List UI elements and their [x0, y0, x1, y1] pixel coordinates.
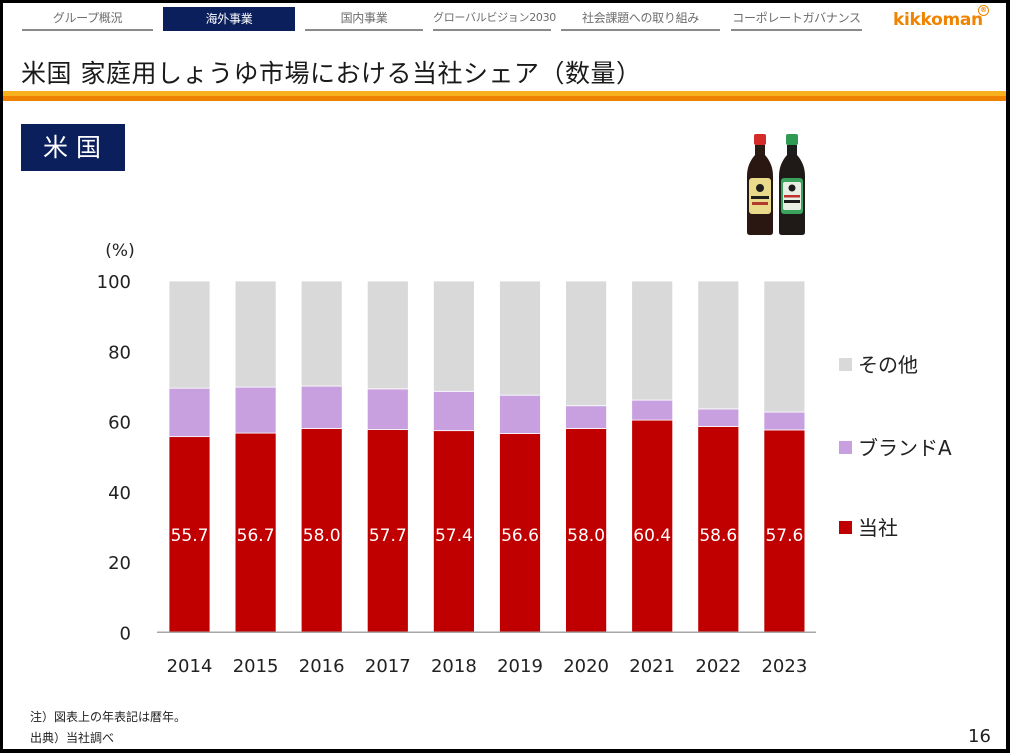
legend-label: その他 — [858, 353, 918, 377]
bar-segment-brand-a — [300, 385, 343, 429]
x-tick-label: 2020 — [563, 656, 609, 677]
legend-label: ブランドA — [858, 436, 952, 460]
region-badge: 米国 — [21, 124, 125, 171]
x-tick-label: 2014 — [167, 656, 213, 677]
legend-label: 当社 — [858, 516, 898, 540]
bar-data-label: 57.6 — [765, 526, 803, 546]
bar-segment-brand-a — [234, 386, 277, 434]
y-tick-label: 40 — [108, 483, 131, 504]
bar-segment-brand-a — [366, 388, 409, 430]
bar-segment-brand-a — [565, 405, 607, 429]
nav-tab-social-issues[interactable]: 社会課題への取り組み — [561, 7, 720, 31]
x-tick-label: 2016 — [299, 656, 345, 677]
x-tick-label: 2021 — [629, 656, 675, 677]
bar-segment-company — [631, 419, 674, 633]
footnote-note: 注）図表上の年表記は暦年。 — [30, 710, 187, 724]
bar-segment-brand-a — [168, 387, 211, 438]
bar-segment-company — [432, 430, 475, 633]
y-tick-label: 20 — [108, 553, 131, 574]
logo-registered-icon: ® — [978, 5, 989, 16]
bar-segment-brand-a — [432, 390, 475, 432]
bar-data-label: 60.4 — [633, 526, 671, 546]
bottle-green-cap — [779, 134, 805, 235]
y-tick-label: 100 — [97, 272, 131, 293]
bar-segment-company — [697, 426, 740, 633]
bar-segment-others — [432, 280, 475, 392]
bar-segment-brand-a — [763, 411, 806, 431]
bar-segment-brand-a — [499, 394, 541, 434]
bottle-red-cap — [747, 134, 773, 235]
bar-segment-company — [499, 433, 541, 633]
page-number: 16 — [968, 726, 991, 747]
kikkoman-logo: kikkoman — [893, 10, 983, 30]
bar-segment-company — [763, 429, 806, 633]
bar-data-label: 56.6 — [501, 526, 539, 546]
soy-sauce-bottles-image — [747, 134, 805, 235]
x-tick-label: 2023 — [761, 656, 807, 677]
nav-tab-domestic-business[interactable]: 国内事業 — [305, 7, 423, 31]
bar-data-label: 56.7 — [237, 526, 275, 546]
bar-segment-company — [565, 428, 607, 633]
bar-segment-brand-a — [631, 399, 674, 421]
legend-swatch — [839, 521, 852, 534]
bar-segment-others — [631, 280, 674, 401]
bar-segment-company — [168, 436, 211, 633]
legend-swatch — [839, 441, 852, 454]
bar-data-label: 55.7 — [171, 526, 209, 546]
title-divider-bottom — [3, 96, 1006, 101]
nav-tab-corporate-governance[interactable]: コーポレートガバナンス — [731, 7, 862, 31]
bar-segment-others — [234, 280, 277, 388]
bar-segment-brand-a — [697, 408, 740, 427]
bar-data-label: 57.4 — [435, 526, 473, 546]
title-divider-top — [3, 91, 1006, 96]
nav-tab-group-overview[interactable]: グループ概況 — [22, 7, 153, 31]
nav-tab-global-vision[interactable]: グローバルビジョン2030 — [433, 7, 556, 31]
y-tick-label: 80 — [108, 342, 131, 363]
y-tick-label: 0 — [120, 623, 131, 644]
bar-segment-others — [168, 280, 211, 389]
bar-data-label: 58.0 — [303, 526, 341, 546]
x-tick-label: 2017 — [365, 656, 411, 677]
bar-segment-company — [300, 428, 343, 633]
y-axis-unit-label: (%) — [105, 241, 134, 261]
footnote-source: 出典）当社調べ — [30, 731, 115, 745]
y-tick-label: 60 — [108, 413, 131, 434]
bar-segment-others — [763, 280, 806, 413]
nav-tab-overseas-business[interactable]: 海外事業 — [163, 7, 295, 31]
x-tick-label: 2019 — [497, 656, 543, 677]
legend-swatch — [839, 358, 852, 371]
x-tick-label: 2018 — [431, 656, 477, 677]
bar-segment-others — [499, 280, 541, 396]
bar-data-label: 58.6 — [699, 526, 737, 546]
bar-segment-company — [234, 432, 277, 633]
page-title: 米国 家庭用しょうゆ市場における当社シェア（数量） — [21, 59, 642, 88]
bar-segment-others — [300, 280, 343, 387]
bar-segment-others — [565, 280, 607, 407]
bar-segment-others — [697, 280, 740, 410]
bar-segment-company — [366, 429, 409, 633]
bar-data-label: 58.0 — [567, 526, 605, 546]
bar-data-label: 57.7 — [369, 526, 407, 546]
x-tick-label: 2022 — [695, 656, 741, 677]
bar-segment-others — [366, 280, 409, 390]
x-tick-label: 2015 — [233, 656, 279, 677]
